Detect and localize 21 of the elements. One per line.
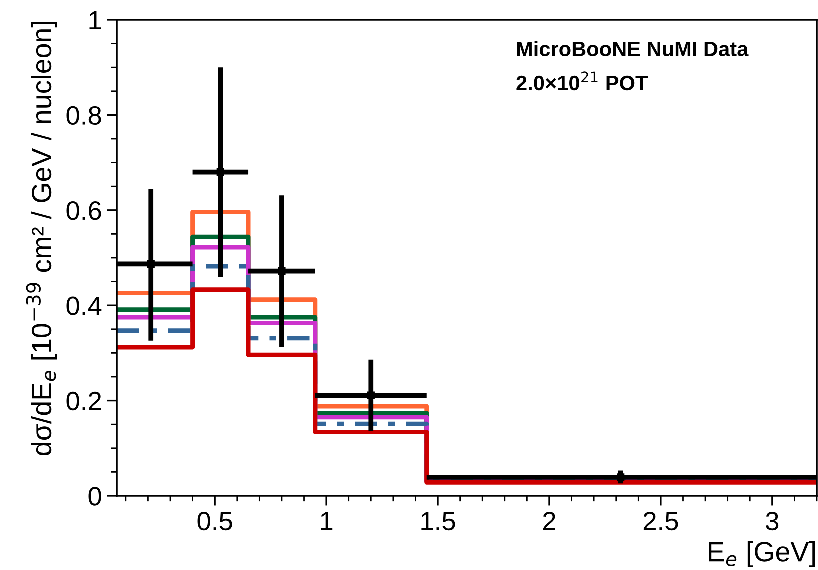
y-axis-title: dσ/dE$_{e}$ [10$^{−39}$ cm² / GeV / nucleon]: [26, 22, 58, 456]
point: [617, 474, 625, 482]
point: [216, 168, 224, 176]
y-tick-label: 0.4: [66, 296, 102, 316]
x-axis-title: E$_{e}$ [GeV]: [709, 541, 815, 568]
point: [367, 392, 375, 400]
x-tick-label: 1.5: [422, 512, 456, 531]
x-tick-label: 1: [321, 512, 333, 530]
y-tick-label: 0.6: [66, 202, 102, 220]
y-tick-label: 0: [88, 487, 102, 506]
x-tick-label: 3: [766, 512, 779, 531]
x-tick-label: 2.5: [644, 512, 678, 531]
y-tick-label: 0.2: [66, 392, 102, 411]
y-tick-label: 0.8: [66, 106, 102, 126]
annotation: MicroBooNE NuMI Data: [517, 41, 749, 57]
point: [278, 268, 286, 276]
y-tick-label: 1: [90, 11, 102, 30]
x-tick-label: 2: [543, 512, 556, 530]
x-tick-label: 0.5: [198, 512, 232, 531]
point: [147, 260, 155, 268]
annotation: 2.0×10$^{21}$ POT: [516, 72, 648, 91]
